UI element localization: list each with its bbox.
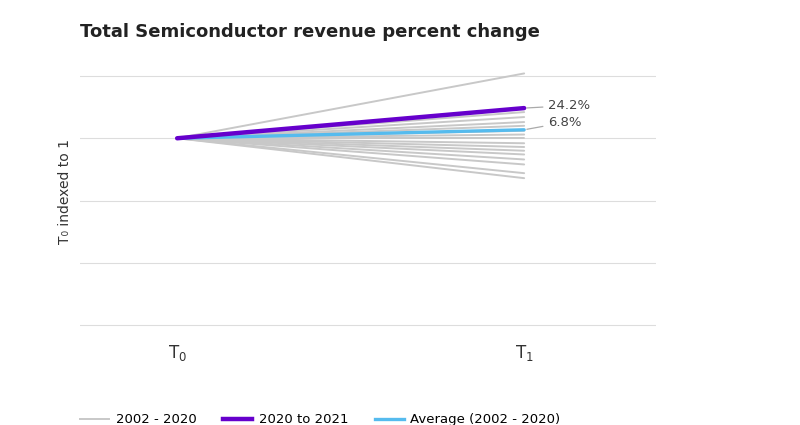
Legend: 2002 - 2020, 2020 to 2021, Average (2002 - 2020): 2002 - 2020, 2020 to 2021, Average (2002… [75,408,566,425]
Text: Total Semiconductor revenue percent change: Total Semiconductor revenue percent chan… [80,23,540,41]
Text: 6.8%: 6.8% [527,116,582,129]
Text: 24.2%: 24.2% [527,99,590,112]
Y-axis label: T₀ indexed to 1: T₀ indexed to 1 [58,139,72,244]
